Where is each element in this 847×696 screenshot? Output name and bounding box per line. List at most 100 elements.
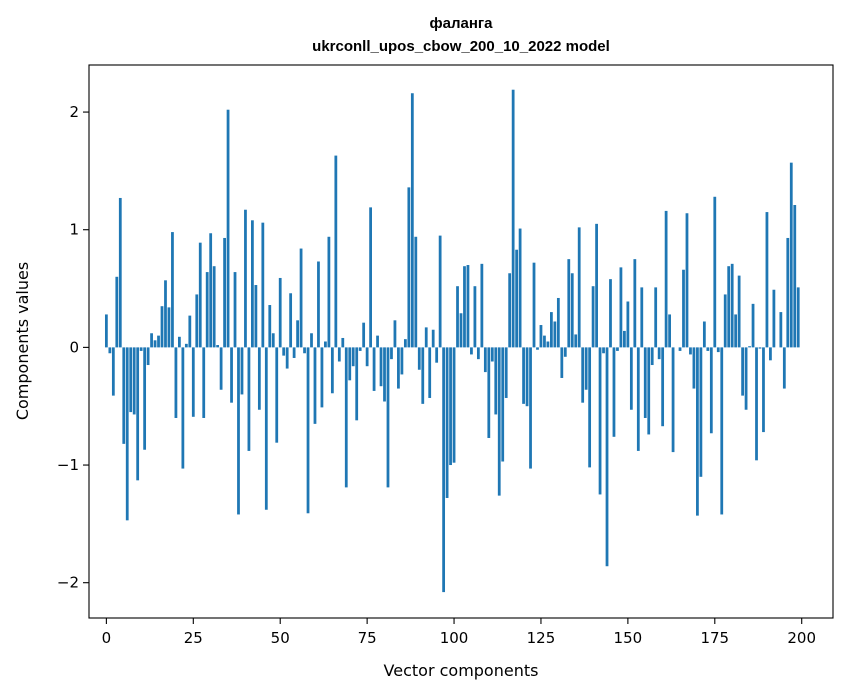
bar [709,347,713,434]
bar [355,347,359,421]
bar [268,305,272,348]
bar [623,330,626,348]
bar [748,346,751,348]
bar [661,347,665,427]
bar [226,109,230,348]
bar [362,322,366,348]
bar [612,347,616,437]
bar [470,347,473,355]
bar [320,347,324,408]
bar [671,347,675,453]
bar [616,347,619,351]
bar [424,327,428,348]
bar [324,341,327,348]
bar [410,93,414,348]
bar [414,236,418,348]
bar [755,347,758,461]
bar [181,347,185,469]
bar [459,313,463,348]
bar [257,347,261,410]
bar [591,286,595,348]
bar [744,347,748,410]
bar [282,347,286,356]
bar [511,89,515,348]
chart-subtitle: ukrconll_upos_cbow_200_10_2022 model [312,38,610,55]
bar [393,320,397,348]
bar [164,280,167,348]
bar [132,347,136,415]
bar [115,276,119,348]
bar [786,237,790,348]
bar [609,279,612,348]
bar [504,347,508,398]
bar [779,312,783,348]
bar [685,213,689,348]
bar [602,347,605,354]
bar [379,347,383,387]
bar [171,232,174,348]
bar [104,314,108,348]
bar [581,347,585,403]
bar [727,266,731,348]
bar [157,335,160,348]
bar [522,347,525,404]
bar [383,347,386,402]
bar [518,228,522,348]
bar [696,347,699,516]
bar [442,347,446,593]
bar [480,263,484,348]
bar [515,249,519,348]
x-axis-ticks: 0 25 50 75 100 125 150 175 200 [102,618,816,647]
bar [501,347,505,462]
bar [713,196,717,348]
bar [289,293,293,348]
y-axis-label: Components values [13,262,32,420]
bar [223,237,226,348]
bar [188,315,192,348]
bar [306,347,310,514]
bar [195,294,199,348]
bar [536,347,539,350]
bar [636,347,640,451]
bar [233,272,237,348]
x-tick-label: 125 [527,629,556,647]
x-tick-label: 75 [358,629,377,647]
bar [146,347,150,366]
bar [529,347,532,469]
bar [421,347,425,404]
bar [337,347,341,362]
bar [150,333,153,348]
bar [178,336,181,348]
bar [445,347,449,498]
bar [327,236,331,348]
bar [543,335,546,348]
bar [386,347,390,488]
bar [640,287,644,348]
bar [191,347,195,417]
bar [476,347,480,360]
bar [275,347,279,443]
bar [431,329,435,348]
bar [546,341,550,348]
bar [167,307,171,348]
bar [598,347,602,495]
bar [417,347,421,370]
bar [136,347,140,481]
bar [490,347,494,362]
bar [647,347,651,435]
bar [449,347,452,466]
bar [198,242,202,348]
bar [539,325,543,348]
bar [244,209,247,348]
bar [702,321,706,348]
bar [237,347,240,515]
bar [473,286,477,348]
x-tick-label: 25 [184,629,203,647]
bar [303,347,306,354]
bar [299,248,303,348]
bar [334,155,338,348]
bar [108,347,112,354]
bar [403,339,407,348]
bar [762,347,765,433]
